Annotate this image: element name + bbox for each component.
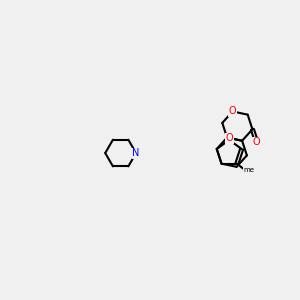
Text: O: O (253, 137, 260, 148)
Text: O: O (225, 134, 233, 143)
Text: me: me (243, 167, 254, 173)
Text: N: N (132, 148, 140, 158)
Text: O: O (229, 106, 236, 116)
